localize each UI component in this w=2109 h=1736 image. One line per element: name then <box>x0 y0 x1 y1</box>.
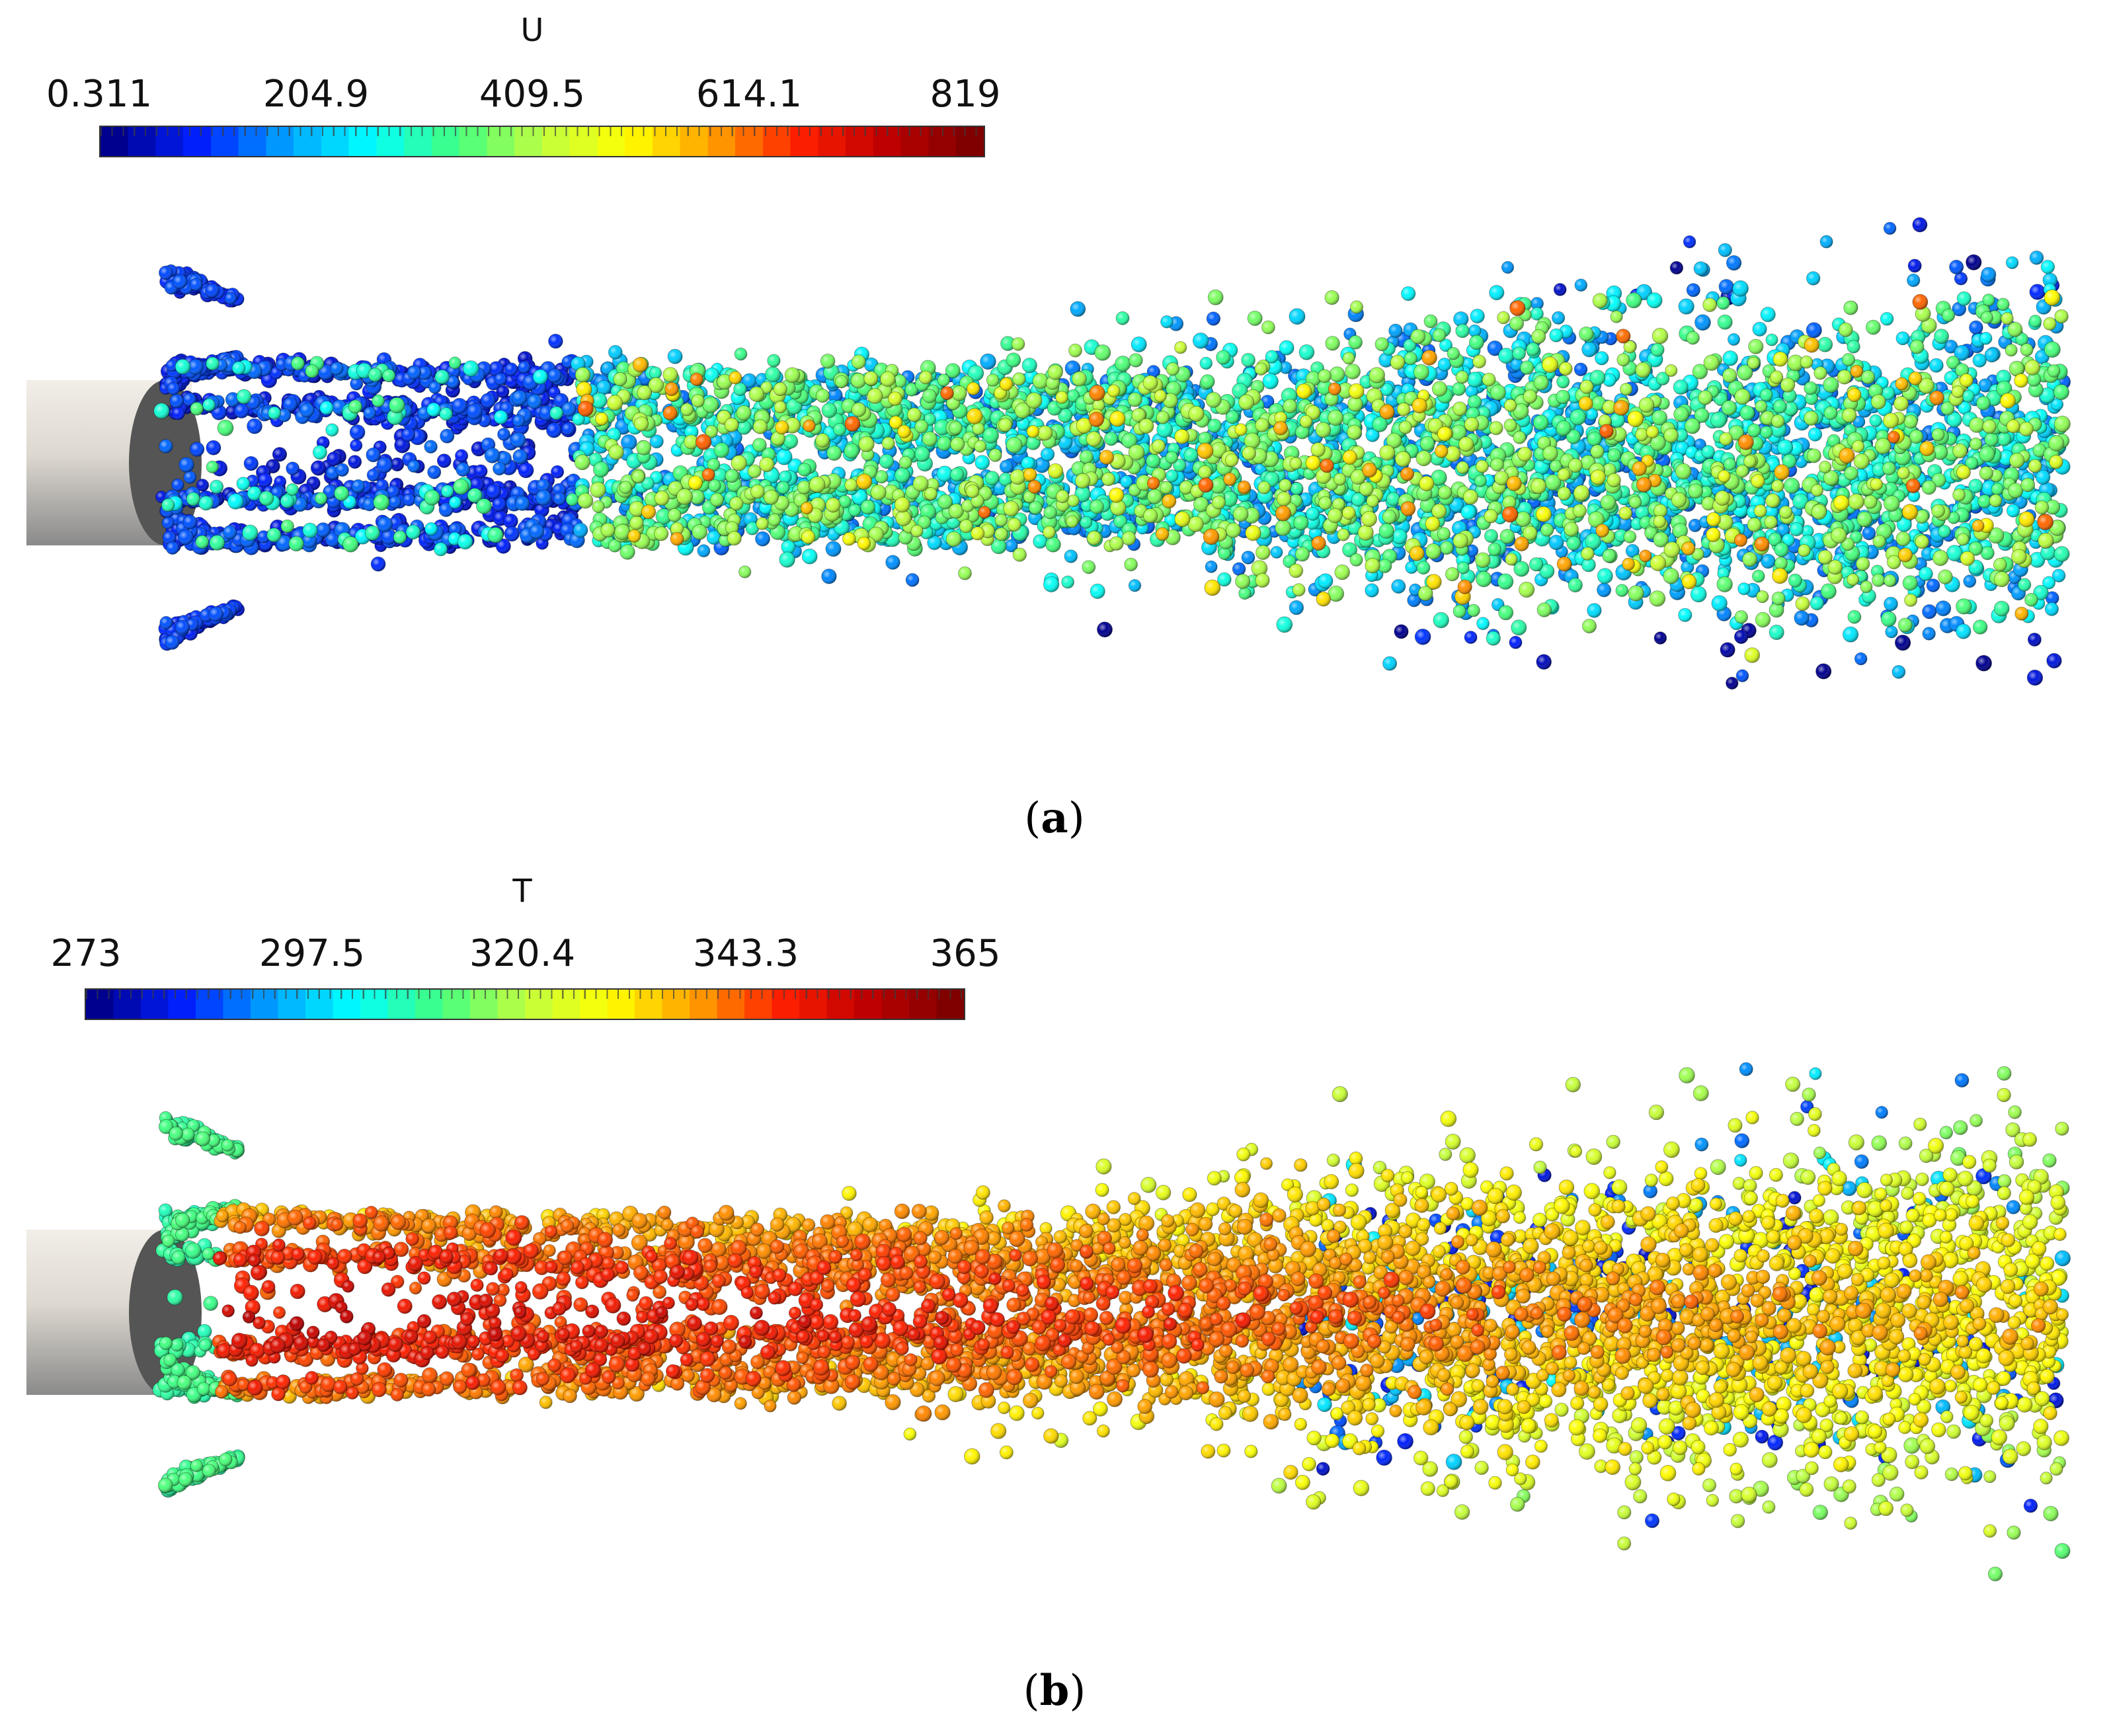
panel-caption: (b) <box>0 1666 2109 1716</box>
colorbar-minor-ticks <box>100 127 984 136</box>
panel-caption: (a) <box>0 793 2109 843</box>
colorbar-tick: 320.4 <box>469 932 575 975</box>
colorbar-tick: 297.5 <box>259 932 365 975</box>
particle-spray-scene <box>26 217 2071 690</box>
particle-layer <box>152 1062 2071 1582</box>
particle-layer <box>153 217 2071 690</box>
colorbar-tick: 273 <box>51 932 122 975</box>
colorbar-minor-ticks <box>86 990 964 999</box>
colorbar <box>99 126 985 157</box>
colorbar-title: U <box>520 12 543 49</box>
particle-spray-scene <box>26 1062 2071 1582</box>
panel-b: T 273 297.5 320.4 343.3 365 (b) <box>0 859 2109 1736</box>
colorbar-tick: 819 <box>930 73 1001 116</box>
panel-a: U 0.311 204.9 409.5 614.1 819 (a) <box>0 0 2109 859</box>
colorbar-tick: 365 <box>930 932 1001 975</box>
colorbar-tick: 614.1 <box>696 73 802 116</box>
colorbar-tick: 343.3 <box>693 932 799 975</box>
colorbar <box>85 988 965 1020</box>
colorbar-tick: 409.5 <box>479 73 585 116</box>
colorbar-title: T <box>512 873 532 910</box>
colorbar-tick: 204.9 <box>263 73 369 116</box>
colorbar-tick: 0.311 <box>46 73 152 116</box>
